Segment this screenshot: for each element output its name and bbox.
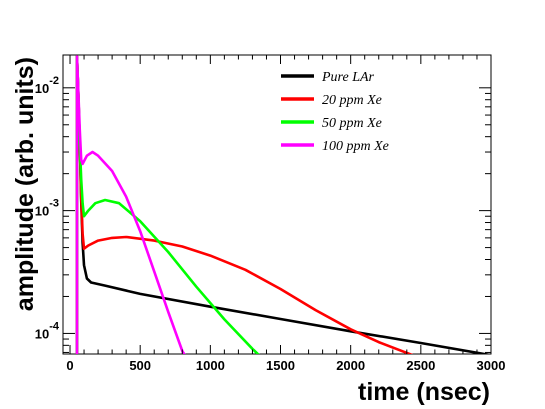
legend-label-0: Pure LAr bbox=[321, 70, 375, 85]
y-tick-label: 10-2 bbox=[35, 75, 59, 96]
x-axis: 0 500 1000 1500 2000 2500 3000 bbox=[66, 55, 505, 373]
x-tick-label: 1000 bbox=[196, 358, 225, 373]
series-line-3 bbox=[75, 55, 186, 354]
x-tick-label: 500 bbox=[129, 358, 151, 373]
y-tick-label: 10-4 bbox=[35, 320, 60, 341]
legend: Pure LAr 20 ppm Xe 50 ppm Xe 100 ppm Xe bbox=[281, 70, 389, 154]
x-tick-label: 0 bbox=[66, 358, 73, 373]
x-tick-label: 3000 bbox=[477, 358, 506, 373]
x-tick-label: 2500 bbox=[406, 358, 435, 373]
legend-label-2: 50 ppm Xe bbox=[322, 116, 382, 131]
x-tick-label: 1500 bbox=[266, 358, 295, 373]
x-axis-title: time (nsec) bbox=[358, 378, 490, 406]
legend-label-1: 20 ppm Xe bbox=[322, 93, 382, 108]
y-tick-label: 10-3 bbox=[35, 198, 59, 219]
series-layer bbox=[75, 55, 491, 354]
legend-label-3: 100 ppm Xe bbox=[322, 139, 389, 154]
y-axis: 10-2 10-3 10-4 bbox=[35, 75, 491, 353]
plot-frame bbox=[62, 54, 492, 355]
y-axis-title: amplitude (arb. units) bbox=[11, 57, 39, 311]
x-tick-label: 2000 bbox=[336, 358, 365, 373]
